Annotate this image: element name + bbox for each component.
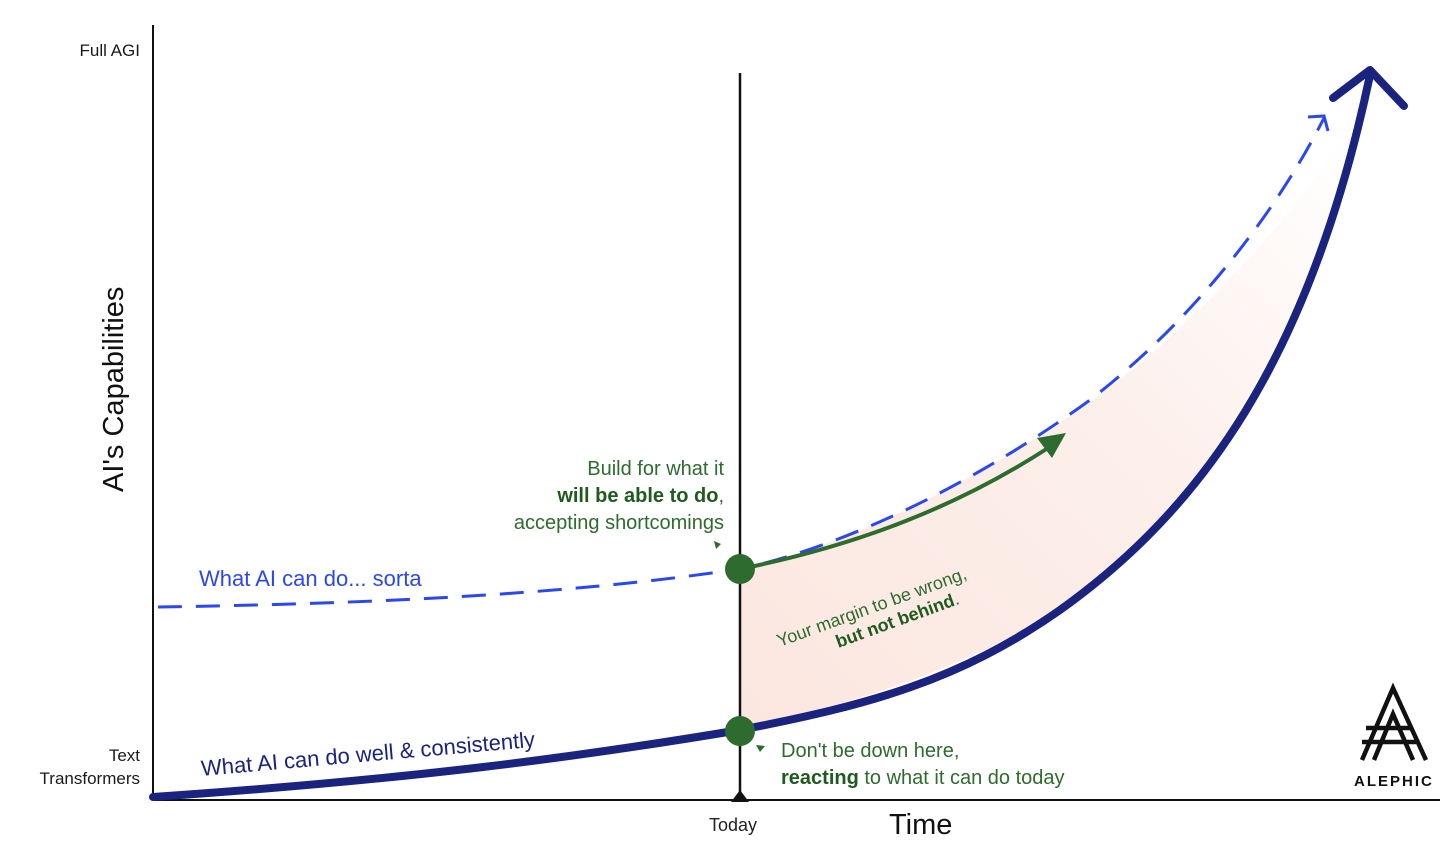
dashed-curve-arrowhead	[1307, 114, 1330, 132]
y-axis-label: AI's Capabilities	[98, 286, 130, 492]
today-dot-upper	[725, 554, 755, 584]
x-tick-today: Today	[709, 815, 758, 835]
margin-shaded-region	[740, 140, 1350, 730]
down-annotation-line1: Don't be down here,	[781, 740, 960, 762]
down-annotation-line2: reacting to what it can do today	[781, 767, 1065, 790]
x-axis-label: Time	[889, 809, 953, 841]
y-tick-text-line1: Text	[108, 746, 140, 765]
dashed-curve-label: What AI can do... sorta	[199, 566, 422, 591]
build-annotation-comma: ,	[718, 485, 724, 507]
alephic-logo-text: ALEPHIC	[1354, 773, 1434, 790]
down-annotation-rest: to what it can do today	[858, 767, 1065, 789]
build-annotation-bold: will be able to do	[557, 485, 719, 507]
today-marker	[731, 790, 749, 802]
y-tick-full-agi: Full AGI	[79, 41, 140, 60]
solid-curve-arrowhead	[1329, 66, 1408, 110]
build-annotation-line2: will be able to do,	[557, 485, 724, 508]
build-annotation-line1: Build for what it	[587, 458, 724, 480]
green-arrow	[739, 446, 1050, 571]
solid-curve	[149, 71, 1374, 801]
build-annotation-line3: accepting shortcomings	[513, 512, 724, 534]
down-annotation-bold: reacting	[781, 767, 859, 789]
today-dot-lower	[725, 716, 755, 746]
dashed-curve	[157, 117, 1326, 609]
y-tick-text-line2: Transformers	[39, 769, 140, 788]
green-arrowhead	[1037, 433, 1066, 458]
pointer-upper	[714, 541, 721, 549]
pointer-lower	[756, 745, 765, 752]
alephic-logo-mark	[1359, 682, 1429, 761]
